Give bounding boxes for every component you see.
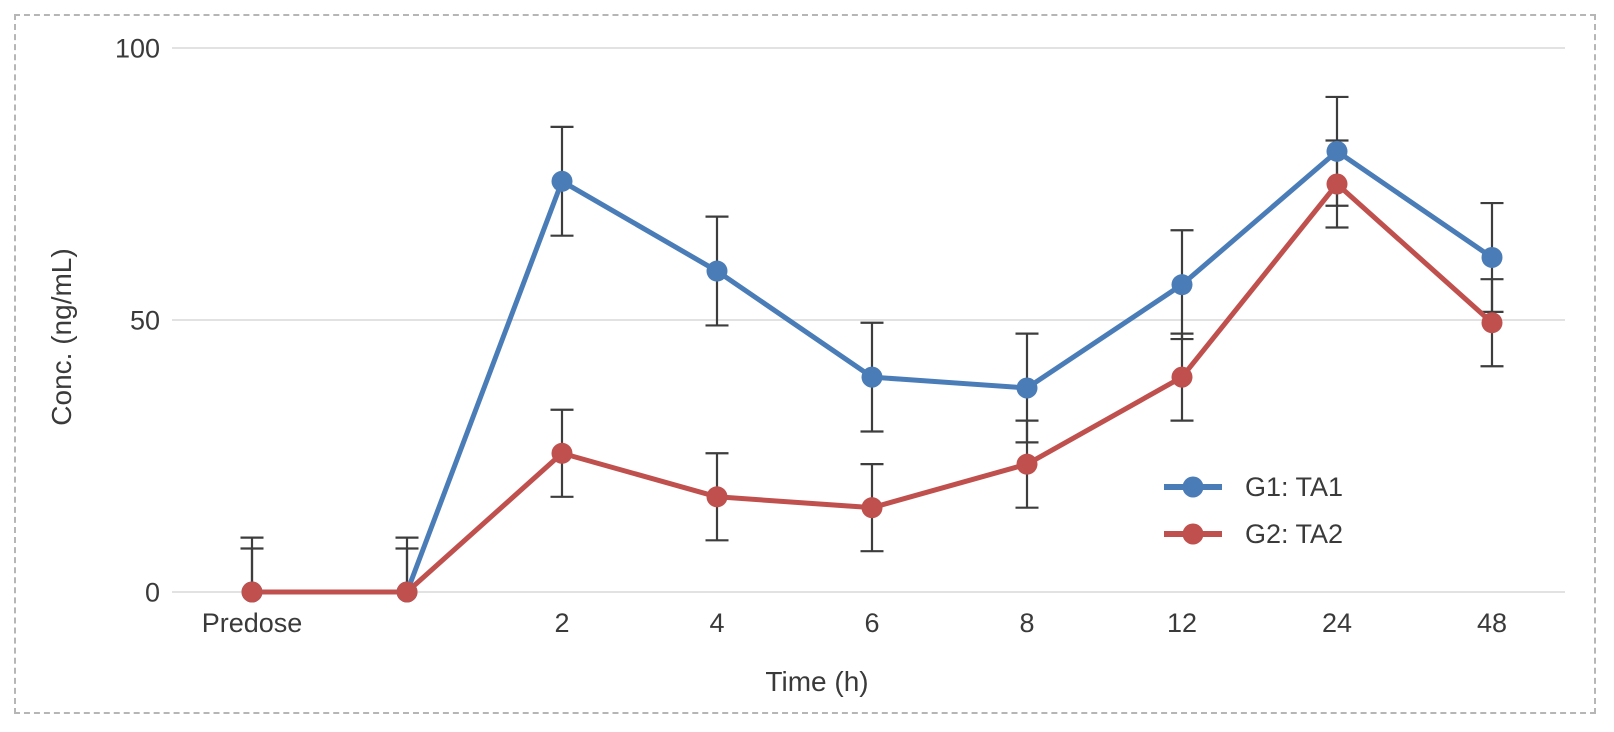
x-axis-title: Time (h) bbox=[765, 666, 869, 697]
data-point-1 bbox=[1326, 140, 1348, 162]
x-tick-label: 48 bbox=[1477, 608, 1507, 638]
legend-marker-g1-icon bbox=[1164, 476, 1222, 498]
x-tick-label: 6 bbox=[864, 608, 879, 638]
data-point-1 bbox=[1171, 274, 1193, 296]
x-tick-label: 4 bbox=[709, 608, 724, 638]
data-point-1 bbox=[1481, 246, 1503, 268]
x-tick-label: Predose bbox=[202, 608, 303, 638]
x-tick-label: 12 bbox=[1167, 608, 1197, 638]
data-point-2 bbox=[396, 581, 418, 603]
legend-marker-g2-icon bbox=[1164, 523, 1222, 545]
data-point-1 bbox=[1016, 377, 1038, 399]
x-tick-label: 8 bbox=[1019, 608, 1034, 638]
x-tick-label: 2 bbox=[554, 608, 569, 638]
data-point-2 bbox=[1016, 453, 1038, 475]
legend-item-g2: G2: TA2 bbox=[1163, 517, 1343, 551]
data-point-2 bbox=[551, 442, 573, 464]
x-tick-label: 24 bbox=[1322, 608, 1352, 638]
data-point-2 bbox=[1171, 366, 1193, 388]
y-tick-label: 100 bbox=[115, 34, 160, 64]
data-point-1 bbox=[551, 170, 573, 192]
data-point-2 bbox=[241, 581, 263, 603]
y-tick-label: 50 bbox=[130, 306, 160, 336]
y-axis-title: Conc. (ng/mL) bbox=[46, 248, 77, 426]
data-point-2 bbox=[1481, 312, 1503, 334]
data-point-1 bbox=[861, 366, 883, 388]
y-tick-label: 0 bbox=[145, 578, 160, 608]
data-point-2 bbox=[1326, 173, 1348, 195]
legend: G1: TA1 G2: TA2 bbox=[1163, 470, 1343, 551]
data-point-1 bbox=[706, 260, 728, 282]
legend-label-g2: G2: TA2 bbox=[1245, 518, 1344, 549]
data-point-2 bbox=[706, 486, 728, 508]
legend-label-g1: G1: TA1 bbox=[1245, 471, 1344, 502]
data-point-2 bbox=[861, 497, 883, 519]
legend-item-g1: G1: TA1 bbox=[1163, 470, 1343, 504]
